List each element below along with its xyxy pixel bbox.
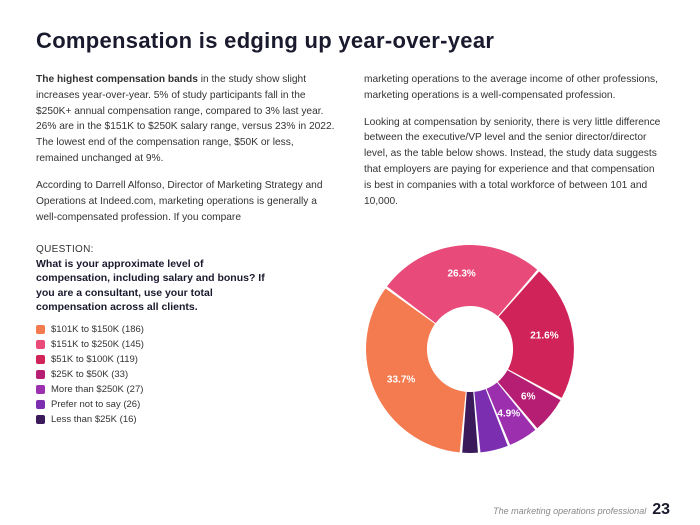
slice-pct-label: 33.7% [387, 375, 415, 386]
lower-section: QUESTION: What is your approximate level… [36, 244, 664, 454]
col1-p1: The highest compensation bands in the st… [36, 72, 336, 167]
col1-p1-bold: The highest compensation bands [36, 74, 198, 85]
legend-item: $51K to $100K (119) [36, 354, 266, 365]
legend-swatch [36, 385, 45, 394]
legend-item: Prefer not to say (26) [36, 399, 266, 410]
footer-page-number: 23 [652, 501, 670, 519]
body-columns: The highest compensation bands in the st… [36, 72, 664, 236]
page-title: Compensation is edging up year-over-year [36, 28, 664, 54]
col1-p2: According to Darrell Alfonso, Director o… [36, 178, 336, 225]
col2-p1: marketing operations to the average inco… [364, 72, 664, 104]
legend-swatch [36, 400, 45, 409]
col1-p1-rest: in the study show slight increases year-… [36, 74, 334, 164]
donut-chart: 33.7% 26.3% 21.6% 6%4.9% [365, 244, 575, 454]
body-col-2: marketing operations to the average inco… [364, 72, 664, 236]
legend-label: $101K to $150K (186) [51, 324, 144, 335]
page-footer: The marketing operations professional 23 [493, 501, 670, 519]
legend-item: $25K to $50K (33) [36, 369, 266, 380]
slice-pct-label: 26.3% [447, 269, 475, 280]
question-text: What is your approximate level of compen… [36, 257, 266, 314]
footer-text: The marketing operations professional [493, 506, 646, 516]
legend-label: $151K to $250K (145) [51, 339, 144, 350]
legend-item: More than $250K (27) [36, 384, 266, 395]
legend-label: $51K to $100K (119) [51, 354, 138, 365]
chart-legend: $101K to $150K (186) $151K to $250K (145)… [36, 324, 266, 425]
body-col-1: The highest compensation bands in the st… [36, 72, 336, 236]
legend-swatch [36, 415, 45, 424]
legend-label: Less than $25K (16) [51, 414, 137, 425]
legend-swatch [36, 325, 45, 334]
col2-p2: Looking at compensation by seniority, th… [364, 115, 664, 210]
legend-label: More than $250K (27) [51, 384, 143, 395]
legend-item: $101K to $150K (186) [36, 324, 266, 335]
slice-pct-label: 6% [521, 392, 535, 403]
question-block: QUESTION: What is your approximate level… [36, 244, 276, 454]
legend-swatch [36, 370, 45, 379]
legend-label: Prefer not to say (26) [51, 399, 140, 410]
legend-label: $25K to $50K (33) [51, 369, 128, 380]
donut-hole [428, 307, 512, 391]
page-root: Compensation is edging up year-over-year… [0, 0, 700, 525]
legend-item: Less than $25K (16) [36, 414, 266, 425]
question-label: QUESTION: [36, 244, 266, 255]
chart-container: 33.7% 26.3% 21.6% 6%4.9% [276, 244, 664, 454]
slice-pct-label: 4.9% [497, 409, 520, 420]
legend-swatch [36, 340, 45, 349]
legend-swatch [36, 355, 45, 364]
slice-pct-label: 21.6% [530, 331, 558, 342]
legend-item: $151K to $250K (145) [36, 339, 266, 350]
